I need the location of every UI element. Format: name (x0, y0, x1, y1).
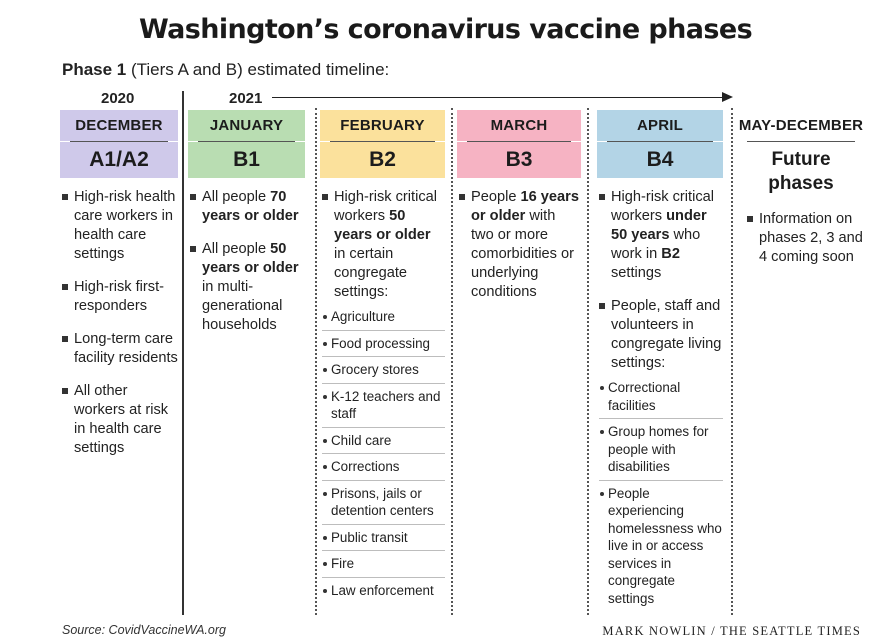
header-separator (70, 141, 168, 142)
bullet-item: Information on phases 2, 3 and 4 coming … (747, 210, 865, 267)
year-2021: 2021 (229, 90, 263, 107)
sub-item: Law enforcement (322, 582, 445, 604)
sub-item: Corrections (322, 458, 445, 481)
phase-label: A1/A2 (60, 142, 178, 178)
bullet-item: Long-term care facility residents (62, 330, 178, 368)
page-title: Washington’s coronavirus vaccine phases (138, 14, 753, 45)
header-separator (747, 141, 855, 142)
year-divider (182, 91, 184, 615)
phase-label: B1 (188, 142, 305, 178)
subtitle-rest: (Tiers A and B) estimated timeline: (126, 60, 390, 79)
column-march: MARCH B3 People 16 years or older with t… (457, 110, 581, 316)
header-separator (467, 141, 571, 142)
bullet-item: People 16 years or older with two or mor… (459, 188, 581, 302)
month-header: APRIL (597, 110, 723, 141)
sub-item: K-12 teachers and staff (322, 388, 445, 428)
bullet-item: All people 70 years or older (190, 188, 305, 226)
timeline-arrow-head (722, 92, 733, 102)
month-header: MARCH (457, 110, 581, 141)
phase-label: Future phases (768, 149, 834, 194)
sub-item: Public transit (322, 529, 445, 551)
timeline-arrow-line (272, 97, 724, 98)
bullet-item: People, staff and volunteers in congrega… (599, 297, 723, 373)
column-april: APRIL B4 High-risk critical workers unde… (597, 110, 723, 615)
bullet-item: High-risk critical workers under 50 year… (599, 188, 723, 283)
header-separator (198, 141, 295, 142)
phase-label: B4 (597, 142, 723, 178)
bullet-item: High-risk health care workers in health … (62, 188, 178, 264)
sub-item: Grocery stores (322, 361, 445, 384)
column-may-december: MAY-DECEMBER Future phases Information o… (737, 110, 865, 281)
column-december: DECEMBER A1/A2 High-risk health care wor… (60, 110, 178, 472)
bullet-item: High-risk critical workers 50 years or o… (322, 188, 445, 302)
header-separator (330, 141, 435, 142)
month-header: FEBRUARY (320, 110, 445, 141)
month-header: DECEMBER (60, 110, 178, 141)
bullet-item: All people 50 years or older in multi-ge… (190, 240, 305, 335)
subtitle-phase: Phase 1 (62, 60, 127, 79)
column-divider (731, 108, 733, 615)
column-february: FEBRUARY B2 High-risk critical workers 5… (320, 110, 445, 607)
phase-label: B3 (457, 142, 581, 178)
header-separator (607, 141, 713, 142)
sub-item: Agriculture (322, 308, 445, 331)
phase-label: B2 (320, 142, 445, 178)
sub-item: Correctional facilities (599, 379, 723, 419)
credit-line: MARK NOWLIN / THE SEATTLE TIMES (602, 624, 861, 638)
column-divider (451, 108, 453, 615)
column-january: JANUARY B1 All people 70 years or older … (188, 110, 305, 349)
source-note: Source: CovidVaccineWA.org (62, 623, 226, 637)
month-header: JANUARY (188, 110, 305, 141)
bullet-item: All other workers at risk in health care… (62, 382, 178, 458)
column-divider (315, 108, 317, 615)
column-divider (587, 108, 589, 615)
sub-item: Group homes for people with disabilities (599, 423, 723, 481)
sub-item: People experiencing homelessness who liv… (599, 485, 723, 612)
year-2020: 2020 (101, 90, 135, 107)
bullet-item: High-risk first-responders (62, 278, 178, 316)
sub-item: Food processing (322, 335, 445, 357)
subtitle: Phase 1 (Tiers A and B) estimated timeli… (62, 60, 389, 80)
month-header: MAY-DECEMBER (738, 117, 864, 134)
sub-item: Fire (322, 555, 445, 578)
sub-item: Prisons, jails or detention centers (322, 485, 445, 525)
sub-item: Child care (322, 432, 445, 454)
